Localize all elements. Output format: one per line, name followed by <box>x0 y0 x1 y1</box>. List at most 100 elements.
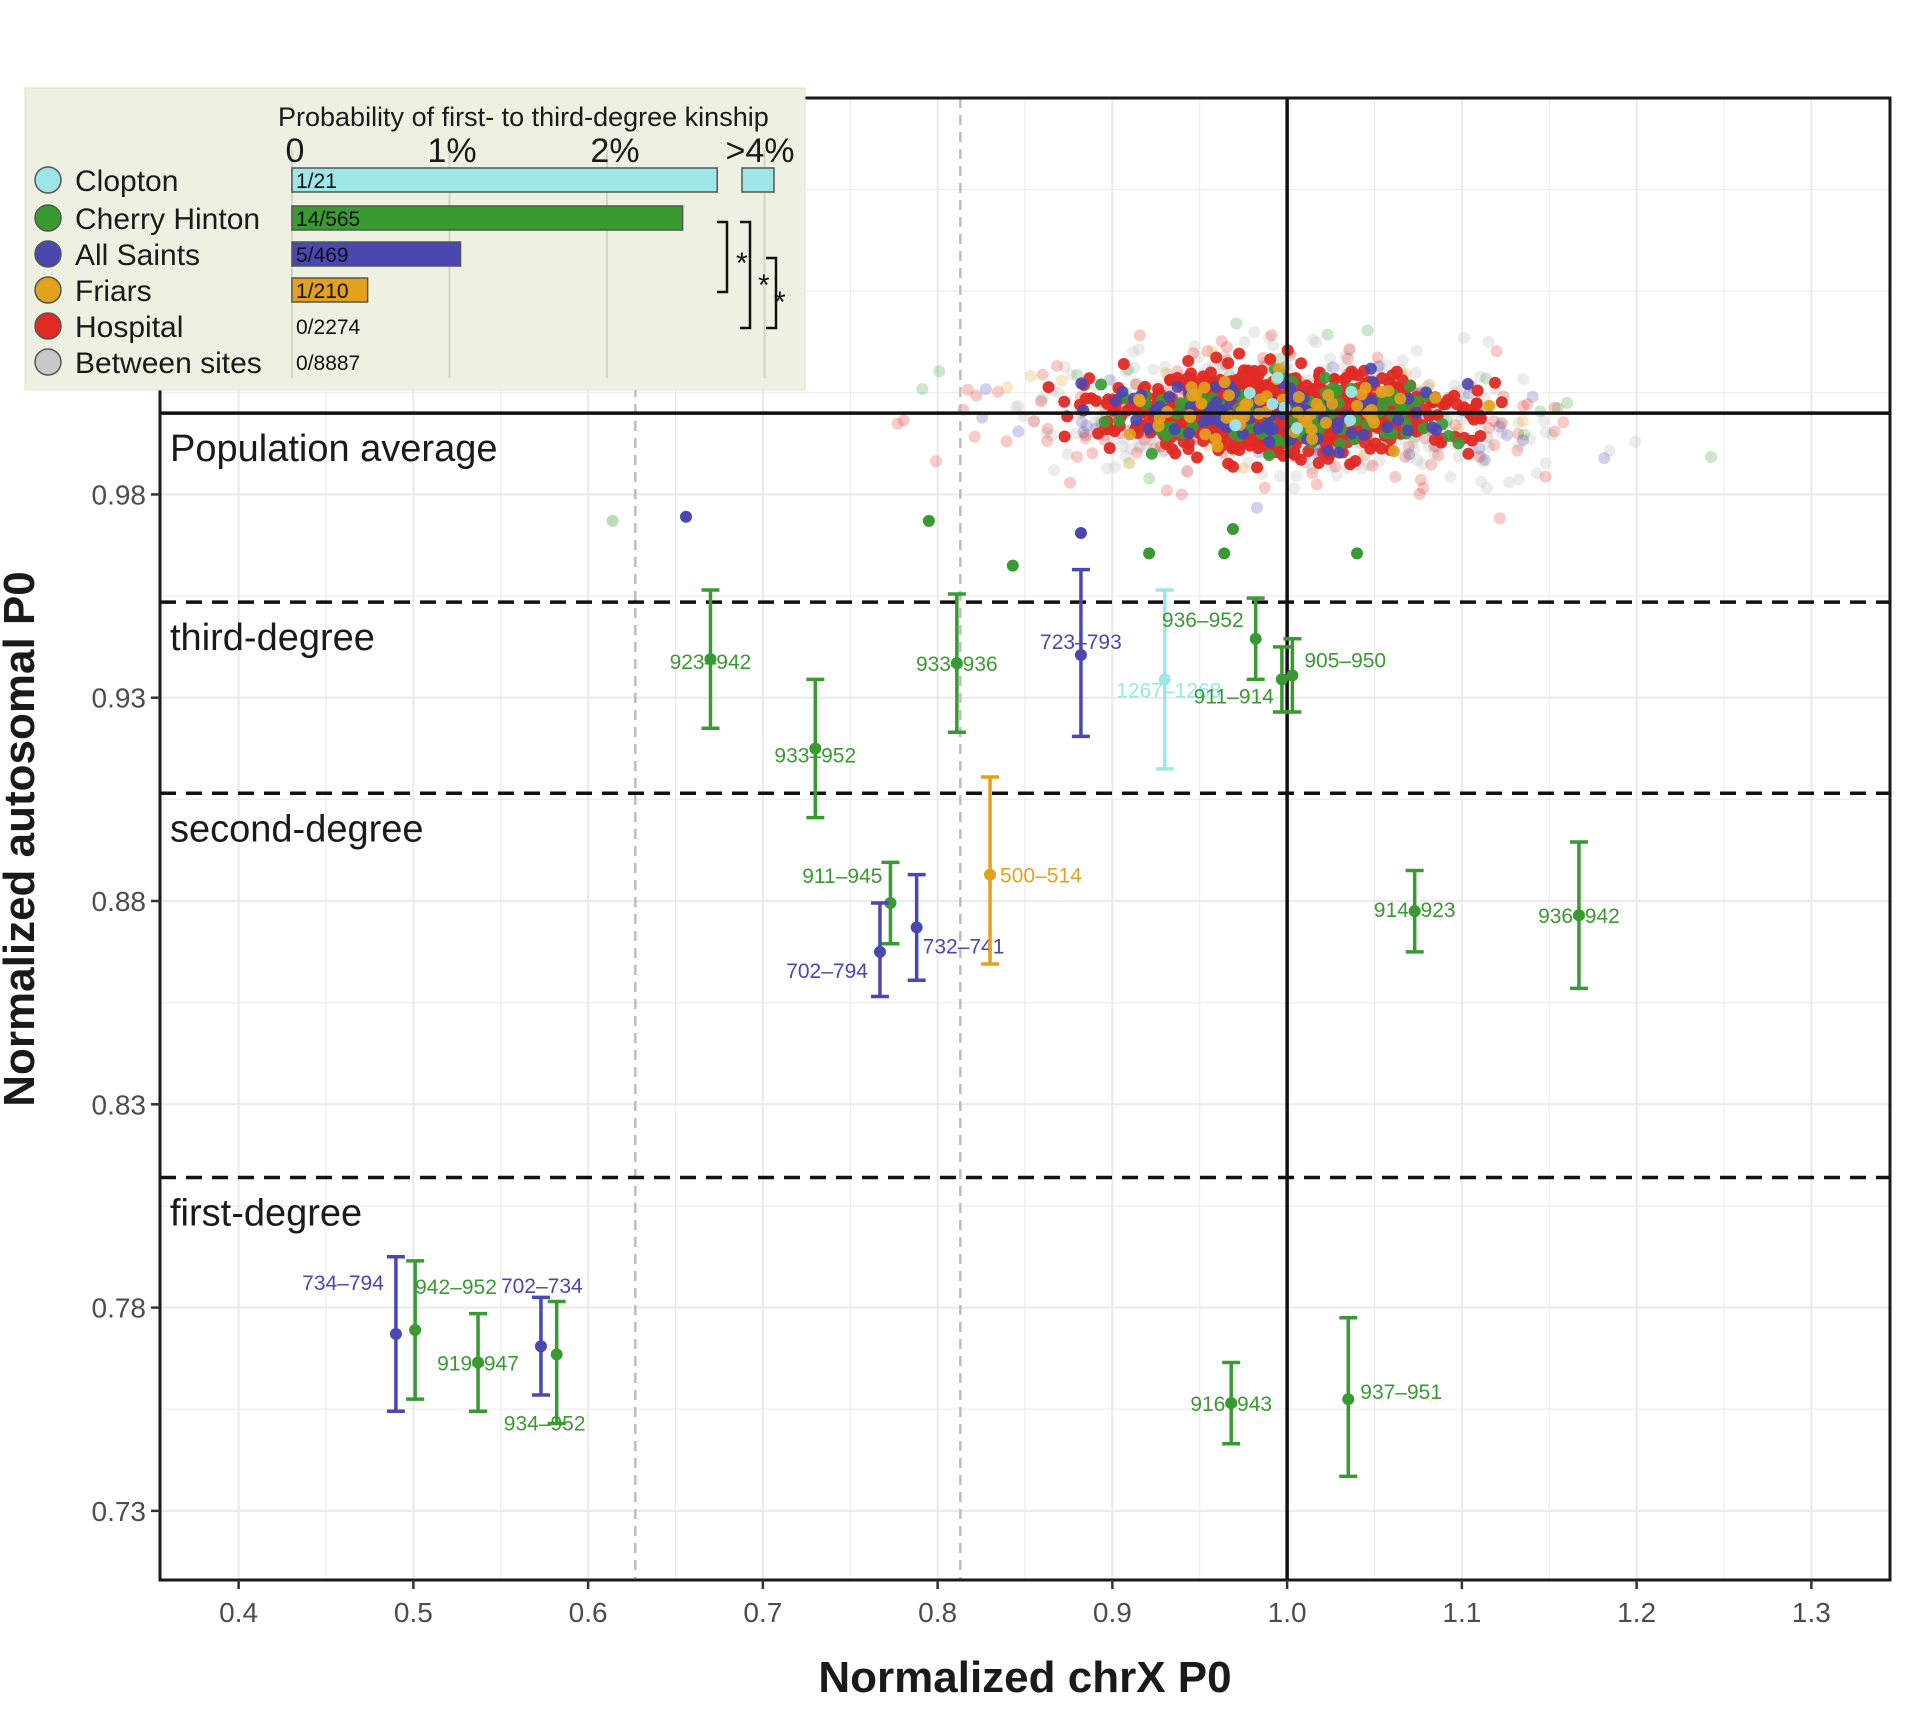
significance-bracket <box>740 220 752 330</box>
population-point <box>929 455 942 468</box>
population-point <box>1229 419 1242 432</box>
population-point <box>1252 442 1265 455</box>
legend-site-label: Hospital <box>75 311 183 344</box>
plot-border <box>158 96 1892 1582</box>
legend-ratio-label: 1/21 <box>296 170 337 193</box>
population-point <box>1326 361 1339 374</box>
population-point <box>1075 377 1088 390</box>
y-tick-label: 0.98 <box>92 479 147 510</box>
population-point <box>1180 464 1193 477</box>
population-point <box>1425 458 1438 471</box>
y-tick-label: 0.93 <box>92 683 147 714</box>
outlier-point <box>606 514 619 527</box>
population-point <box>1476 455 1489 468</box>
population-point <box>1077 426 1090 439</box>
population-point <box>1344 414 1357 427</box>
legend-scale-label: 1% <box>427 132 476 170</box>
population-point <box>1163 390 1176 403</box>
population-point <box>1523 432 1536 445</box>
legend-scale-label: >4% <box>726 132 795 170</box>
population-point <box>1475 450 1488 463</box>
population-point <box>1428 447 1441 460</box>
outlier-point <box>1143 547 1156 560</box>
legend-site-label: Between sites <box>75 347 262 380</box>
population-point <box>1218 376 1231 389</box>
x-tick-label: 1.2 <box>1617 1597 1656 1628</box>
legend-swatch <box>34 348 62 376</box>
pair-point <box>1342 1393 1355 1406</box>
population-point <box>1339 350 1352 363</box>
population-point <box>1113 414 1126 427</box>
kin-pair: 1267–1268 <box>1116 588 1221 771</box>
legend-scale-label: 2% <box>590 132 639 170</box>
population-point <box>1513 439 1526 452</box>
significance-bracket <box>766 256 778 330</box>
legend-site-label: All Saints <box>75 239 200 272</box>
population-point <box>1420 386 1433 399</box>
population-point <box>1402 424 1415 437</box>
population-point <box>991 385 1004 398</box>
pair-point <box>1225 1397 1238 1410</box>
population-point <box>1089 416 1102 429</box>
population-point <box>1128 361 1141 374</box>
population-point <box>1474 370 1487 383</box>
population-point <box>1263 449 1276 462</box>
population-point <box>1407 443 1420 456</box>
population-point <box>1237 462 1250 475</box>
population-point <box>1267 339 1280 352</box>
population-point <box>1369 437 1382 450</box>
population-point <box>1452 437 1465 450</box>
population-point <box>1027 416 1040 429</box>
population-point <box>1125 443 1138 456</box>
population-point <box>1069 427 1082 440</box>
population-point <box>1152 419 1165 432</box>
population-point <box>1371 351 1384 364</box>
pair-point <box>809 742 822 755</box>
population-point <box>1147 363 1160 376</box>
population-point <box>1545 428 1558 441</box>
population-point <box>1168 423 1181 436</box>
population-point <box>1042 381 1055 394</box>
population-point <box>1251 501 1264 514</box>
population-point <box>1009 401 1022 414</box>
population-point <box>1471 384 1484 397</box>
population-point <box>1432 449 1445 462</box>
population-point <box>891 417 904 430</box>
population-point <box>1192 351 1205 364</box>
population-point <box>1501 429 1514 442</box>
population-point <box>1449 418 1462 431</box>
legend-ratio-label: 1/210 <box>296 280 349 303</box>
population-point <box>1448 379 1461 392</box>
population-point <box>1251 461 1264 474</box>
pair-label: 933–936 <box>916 653 998 676</box>
population-point <box>1103 442 1116 455</box>
x-tick-label: 1.0 <box>1268 1597 1307 1628</box>
population-point <box>1123 457 1136 470</box>
population-point <box>1705 451 1718 464</box>
zone-label: first-degree <box>170 1192 362 1234</box>
population-point <box>1495 426 1508 439</box>
population-point <box>1411 454 1424 467</box>
population-point <box>1199 428 1212 441</box>
population-point <box>1495 396 1508 409</box>
population-point <box>1483 440 1496 453</box>
significance-mark: * <box>774 286 786 319</box>
population-point <box>1061 448 1074 461</box>
population-point <box>1075 416 1088 429</box>
x-tick-label: 0.6 <box>569 1597 608 1628</box>
population-point <box>1321 444 1334 457</box>
population-point <box>1309 383 1322 396</box>
population-point <box>1357 428 1370 441</box>
pair-label: 934–952 <box>504 1412 586 1435</box>
population-point <box>1352 369 1365 382</box>
population-point <box>1480 372 1493 385</box>
population-point <box>1403 448 1416 461</box>
pair-label: 936–952 <box>1162 609 1244 632</box>
population-point <box>1116 440 1129 453</box>
population-point <box>1561 396 1574 409</box>
axes: 0.4 0.5 0.6 0.7 0.8 0.9 1.0 1.1 1.2 1.3 0.73 0.78 0.… <box>0 96 1892 1702</box>
population-point <box>1517 400 1530 413</box>
population-point <box>1403 451 1416 464</box>
legend-ratio-label: 0/2274 <box>296 316 361 339</box>
population-point <box>1489 376 1502 389</box>
